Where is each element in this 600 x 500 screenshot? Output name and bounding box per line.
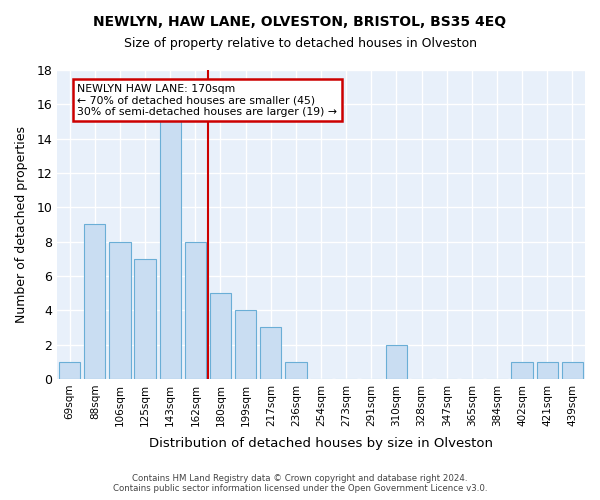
Text: Contains public sector information licensed under the Open Government Licence v3: Contains public sector information licen… bbox=[113, 484, 487, 493]
Bar bbox=[59, 362, 80, 379]
Text: Size of property relative to detached houses in Olveston: Size of property relative to detached ho… bbox=[124, 38, 476, 51]
Bar bbox=[160, 122, 181, 379]
Bar bbox=[210, 293, 231, 379]
Text: Contains HM Land Registry data © Crown copyright and database right 2024.: Contains HM Land Registry data © Crown c… bbox=[132, 474, 468, 483]
Bar bbox=[562, 362, 583, 379]
Bar bbox=[109, 242, 131, 379]
X-axis label: Distribution of detached houses by size in Olveston: Distribution of detached houses by size … bbox=[149, 437, 493, 450]
Bar bbox=[386, 344, 407, 379]
Bar bbox=[260, 328, 281, 379]
Bar bbox=[235, 310, 256, 379]
Bar bbox=[84, 224, 106, 379]
Bar bbox=[511, 362, 533, 379]
Bar bbox=[285, 362, 307, 379]
Bar bbox=[536, 362, 558, 379]
Bar bbox=[134, 259, 156, 379]
Y-axis label: Number of detached properties: Number of detached properties bbox=[15, 126, 28, 323]
Text: NEWLYN HAW LANE: 170sqm
← 70% of detached houses are smaller (45)
30% of semi-de: NEWLYN HAW LANE: 170sqm ← 70% of detache… bbox=[77, 84, 337, 117]
Bar bbox=[185, 242, 206, 379]
Text: NEWLYN, HAW LANE, OLVESTON, BRISTOL, BS35 4EQ: NEWLYN, HAW LANE, OLVESTON, BRISTOL, BS3… bbox=[94, 15, 506, 29]
